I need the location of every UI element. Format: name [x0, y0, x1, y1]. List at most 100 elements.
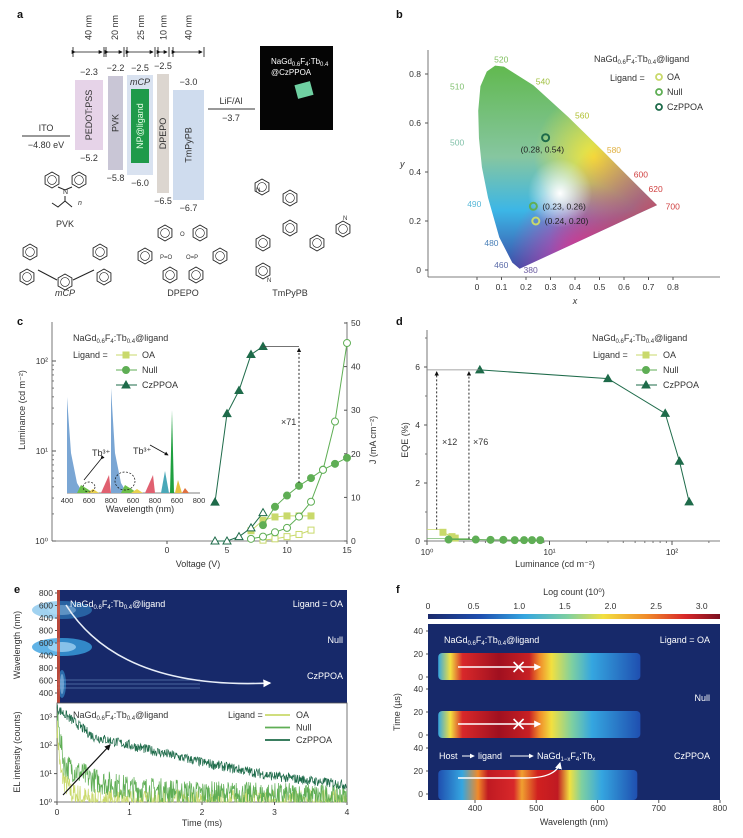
- inset-tb-emission: [182, 488, 189, 493]
- y-tick-label: 2: [415, 478, 420, 488]
- current-point: [222, 535, 232, 545]
- cie-point-label: (0.28, 0.54): [521, 145, 565, 155]
- legend-label: Null: [663, 365, 679, 375]
- x-tick-label: 2: [200, 807, 205, 817]
- panel-c: c 0 5 10 15 10⁰ 10¹ 10² 0 10 20 30 40 50 400 600 800 60…: [17, 316, 378, 569]
- legend: OA Null CzPPOA: [265, 710, 332, 745]
- lumo-level: −2.2: [107, 63, 125, 73]
- panel-a: a PEDOT:PSS −2.3 −5.2 40 nm PVK −2.2 −5.8 20 nm…: [17, 9, 351, 298]
- panel-f: f Log count (10⁰) 0 0.5 1.0 1.5 2.0 2.5 3.0 0 20…: [392, 584, 727, 827]
- wavelength-label: 500: [450, 138, 464, 148]
- luminance-point: [331, 459, 339, 468]
- current-point: [271, 528, 279, 537]
- aromatic-ring-bond: [257, 182, 267, 192]
- wavelength-label: 620: [649, 184, 663, 194]
- inset-annotation-tb: Tb³⁺: [92, 448, 111, 458]
- panel-d: d 10⁰ 10¹ 10² 0 2 4 6 EQE (%) Luminance (cd m⁻…: [396, 316, 720, 569]
- inset-tb-emission: [131, 489, 143, 493]
- inset-x-tick-label: 800: [193, 496, 206, 505]
- inset-x-tick-label: 400: [61, 496, 74, 505]
- x-axis-label: Luminance (cd m⁻²): [515, 559, 595, 569]
- legend-marker-null: [122, 366, 130, 374]
- wavelength-label: 700: [666, 201, 680, 211]
- x-tick-label: 15: [342, 545, 352, 555]
- bond: [37, 269, 58, 281]
- aromatic-ring: [22, 243, 38, 261]
- x-tick-label: 0.4: [569, 282, 581, 292]
- ito-label: ITO: [39, 123, 54, 133]
- y2-tick-label: 30: [351, 405, 361, 415]
- y-tick-label: 4: [415, 420, 420, 430]
- x-tick-label: 700: [652, 803, 666, 813]
- top-y-tick-label: 600: [39, 638, 53, 648]
- x-tick-label: 500: [529, 803, 543, 813]
- y-tick-label: 10⁰: [35, 536, 48, 546]
- colorbar-tick-label: 0.5: [468, 601, 480, 611]
- luminance-point: [307, 474, 315, 483]
- y-tick-label: 0.8: [409, 69, 421, 79]
- x-axis-label: Time (ms): [182, 818, 222, 828]
- bond: [57, 186, 73, 191]
- aromatic-ring: [188, 266, 204, 284]
- x-tick-label: 0.3: [545, 282, 557, 292]
- y-tick-label: 10³: [40, 712, 52, 722]
- lumo-level: −3.0: [180, 77, 198, 87]
- x-tick-label: 10²: [666, 547, 678, 557]
- current-point: [307, 497, 315, 506]
- current-point: [247, 534, 255, 543]
- legend-label: Null: [142, 365, 158, 375]
- inset-red-emission: [145, 475, 155, 493]
- y-tick-label: 0.2: [409, 216, 421, 226]
- top-y-tick-label: 400: [39, 651, 53, 661]
- molecule-label-tmpypb: TmPyPB: [272, 288, 308, 298]
- row-label-oa: Ligand = OA: [660, 635, 710, 645]
- polymer-chain: [51, 196, 66, 208]
- x-tick-label: 3: [272, 807, 277, 817]
- heatmap-title: NaGd0.6F4:Tb0.4@ligand: [70, 599, 165, 611]
- cie-point-label: (0.24, 0.20): [545, 216, 589, 226]
- photo-caption-ligand: @CzPPOA: [271, 68, 312, 77]
- aromatic-ring: [92, 243, 108, 261]
- cathode-label: LiF/Al: [219, 96, 242, 106]
- colorbar-tick-label: 1.0: [513, 601, 525, 611]
- luminance-voltage-axes: 0 5 10 15 10⁰ 10¹ 10² 0 10 20 30 40 50: [35, 318, 361, 555]
- inset-tb-emission: [77, 485, 93, 493]
- legend-label: OA: [667, 72, 680, 82]
- luminance-point: [307, 512, 315, 520]
- x-axis-label: Voltage (V): [176, 559, 221, 569]
- panel-b: b 0 0.1 0.2 0.3 0.4 0.5 0.6 0.7 0.8 0 0.2 0.4 0.6 0.8…: [396, 9, 720, 306]
- current-point: [258, 507, 268, 517]
- y-tick-label: 20: [414, 707, 424, 717]
- lumo-level: −2.3: [80, 67, 98, 77]
- x-tick-label: 10⁰: [421, 547, 434, 557]
- device-energy-diagram: PEDOT:PSS −2.3 −5.2 40 nm PVK −2.2 −5.8 20 nm mC…: [71, 15, 205, 213]
- streak-heatmap: 800 600 400 800 600 400 800 600 400: [32, 588, 347, 703]
- inset-host-emission: [67, 397, 83, 493]
- panel-label-e: e: [14, 584, 20, 596]
- aromatic-ring: [255, 234, 271, 252]
- panel-label-d: d: [396, 316, 403, 328]
- x-tick-label: 0.7: [643, 282, 655, 292]
- cie-point-label: (0.23, 0.26): [542, 201, 586, 211]
- legend-label: CzPPOA: [142, 380, 178, 390]
- aromatic-ring-bond: [74, 175, 84, 185]
- layer-host-label: mCP: [130, 77, 150, 87]
- cie-point-czppoa: [541, 133, 551, 143]
- nitrogen-atom: N: [63, 189, 68, 196]
- luminance-point: [222, 408, 232, 418]
- phosphine-oxide: O=P: [186, 255, 198, 261]
- aromatic-ring: [137, 247, 153, 265]
- polymer-chain: [64, 200, 73, 208]
- aromatic-ring: [282, 219, 298, 237]
- energy-transfer-arrow: [458, 761, 562, 779]
- wavelength-label: 380: [524, 265, 538, 275]
- legend-marker-oa: [122, 351, 130, 359]
- legend-marker-oa: [642, 351, 650, 359]
- y-tick-label: 6: [415, 362, 420, 372]
- pathway-host: Host: [439, 751, 458, 761]
- legend-marker-czppoa: [641, 379, 651, 389]
- y-tick-label: 10¹: [40, 769, 52, 779]
- device-photo: NaGd0.6F4:Tb0.4 @CzPPOA: [260, 46, 333, 130]
- heatmap-intensity: [48, 642, 76, 652]
- x-tick-label: 0: [165, 545, 170, 555]
